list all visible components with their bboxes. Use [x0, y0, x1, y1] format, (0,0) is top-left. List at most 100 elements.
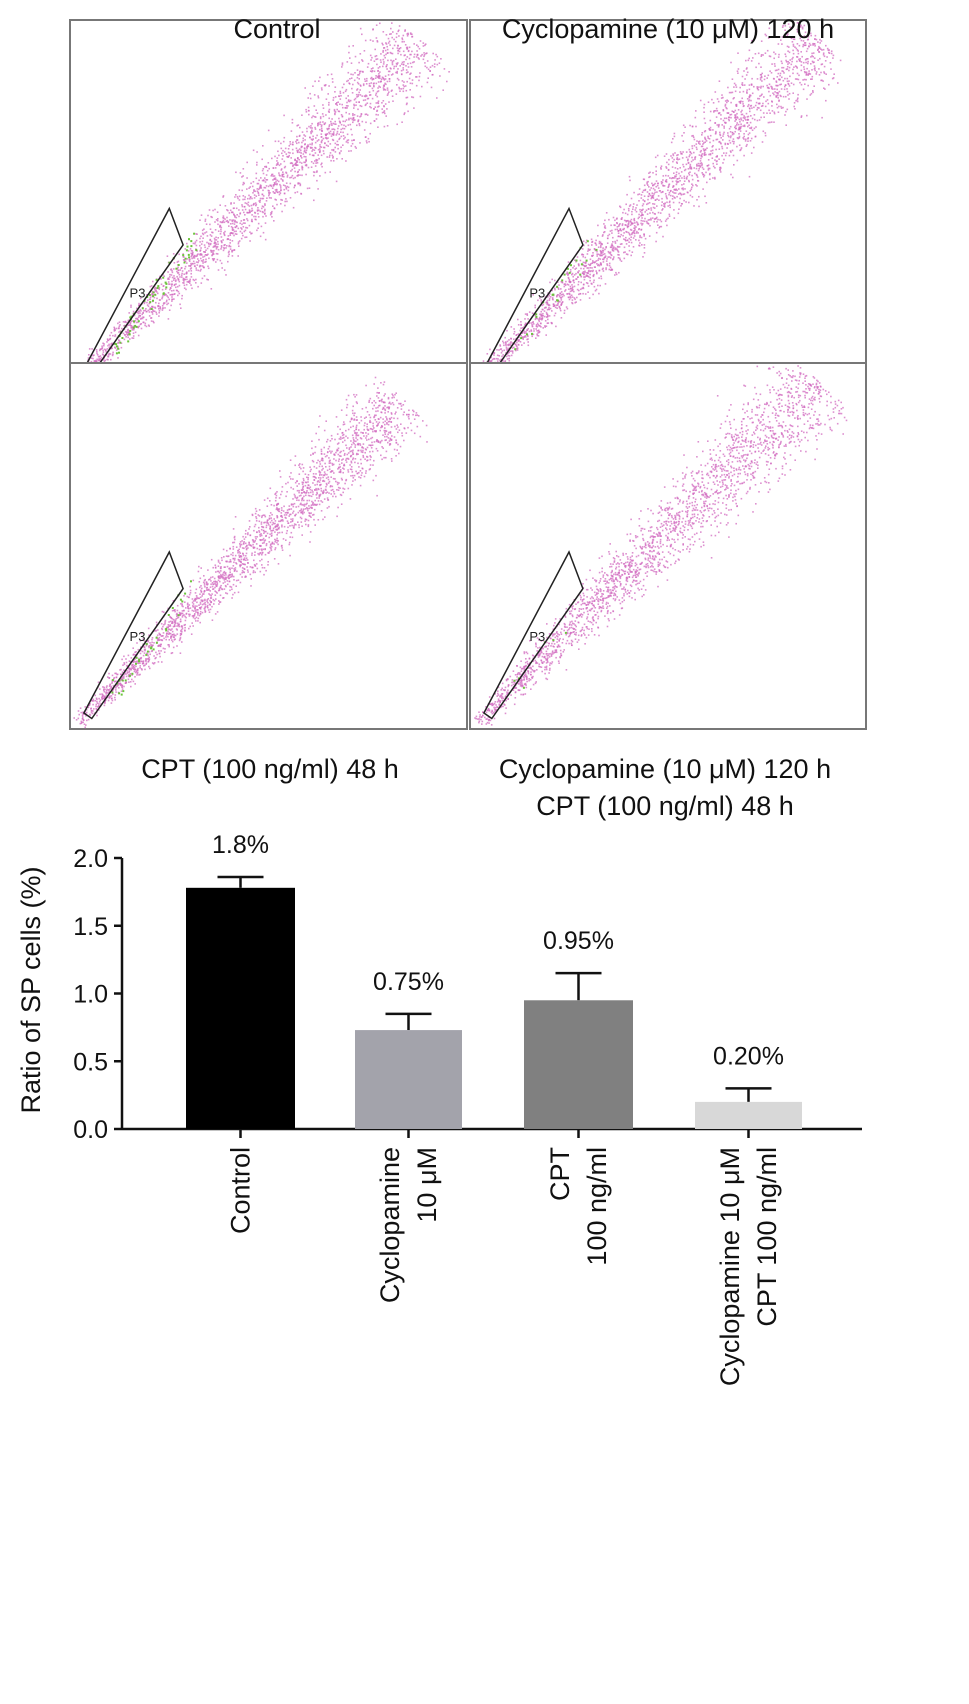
event-dot [365, 103, 367, 106]
event-dot [586, 282, 589, 285]
event-dot [171, 300, 173, 302]
event-dot [416, 50, 418, 52]
event-dot [242, 535, 244, 538]
event-dot [676, 195, 678, 198]
event-dot [662, 175, 665, 177]
event-dot [331, 133, 333, 135]
event-dot [231, 573, 233, 575]
event-dot [559, 307, 561, 310]
event-dot [367, 433, 370, 435]
event-dot [113, 328, 116, 331]
event-dot [341, 86, 344, 89]
event-dot [77, 717, 80, 720]
event-dot [175, 613, 178, 616]
event-dot [304, 151, 307, 153]
event-dot [216, 581, 218, 583]
event-dot [603, 253, 606, 255]
event-dot [208, 257, 210, 260]
event-dot [426, 60, 429, 62]
event-dot [602, 247, 604, 249]
event-dot [652, 211, 654, 214]
event-dot [776, 76, 779, 78]
event-dot [356, 96, 358, 98]
event-dot [738, 144, 741, 146]
event-dot [559, 294, 561, 297]
event-dot [325, 114, 327, 116]
event-dot [602, 261, 605, 263]
event-dot [135, 321, 138, 324]
event-dot [152, 663, 155, 665]
event-dot [253, 194, 256, 196]
event-dot [407, 49, 410, 52]
event-dot [629, 204, 632, 206]
event-dot [139, 308, 142, 311]
event-dot [716, 124, 719, 126]
event-dot [712, 102, 715, 104]
event-dot [184, 267, 186, 270]
event-dot [583, 264, 586, 267]
event-dot [173, 298, 175, 300]
event-dot [623, 219, 626, 222]
event-dot [620, 218, 623, 220]
event-dot [772, 88, 774, 90]
event-dot [665, 153, 668, 155]
event-dot [823, 72, 826, 75]
event-dot [246, 227, 249, 229]
event-dot [264, 203, 266, 205]
event-dot [326, 133, 329, 135]
event-dot [753, 106, 755, 109]
event-dot [348, 113, 351, 115]
event-dot [422, 45, 425, 47]
event-dot [316, 112, 319, 114]
event-dot [728, 127, 731, 130]
event-dot [352, 453, 355, 455]
event-dot [377, 69, 379, 72]
event-dot [792, 83, 795, 86]
event-dot [680, 194, 683, 196]
event-dot [278, 172, 280, 174]
event-dot [286, 185, 289, 188]
event-dot [402, 67, 404, 69]
event-dot [768, 55, 771, 57]
event-dot [262, 231, 265, 234]
event-dot [242, 195, 245, 197]
event-dot [787, 50, 789, 52]
event-dot [416, 44, 418, 46]
event-dot [244, 229, 247, 232]
event-dot [404, 54, 406, 56]
event-dot [746, 98, 749, 100]
gated-event-dot [193, 232, 196, 235]
event-dot [294, 176, 296, 179]
event-dot [313, 115, 316, 118]
event-dot [656, 154, 659, 157]
event-dot [115, 349, 118, 351]
event-dot [369, 455, 371, 457]
event-dot [412, 61, 414, 64]
event-dot [227, 574, 230, 577]
event-dot [392, 47, 394, 50]
event-dot [306, 130, 308, 133]
event-dot [274, 155, 276, 158]
event-dot [94, 359, 97, 362]
event-dot [264, 165, 266, 168]
event-dot [584, 271, 586, 274]
event-dot [668, 158, 670, 161]
event-dot [321, 165, 323, 168]
event-dot [683, 180, 686, 182]
event-dot [130, 306, 132, 308]
event-dot [821, 116, 823, 119]
event-dot [554, 306, 557, 309]
event-dot [265, 215, 267, 217]
event-dot [395, 62, 398, 65]
event-dot [327, 93, 329, 95]
event-dot [573, 285, 576, 288]
event-dot [539, 297, 541, 299]
event-dot [354, 97, 357, 100]
event-dot [196, 233, 198, 235]
event-dot [358, 74, 360, 76]
event-dot [532, 333, 535, 336]
event-dot [714, 176, 716, 179]
event-dot [195, 269, 198, 271]
event-dot [385, 65, 388, 68]
event-dot [703, 150, 706, 152]
